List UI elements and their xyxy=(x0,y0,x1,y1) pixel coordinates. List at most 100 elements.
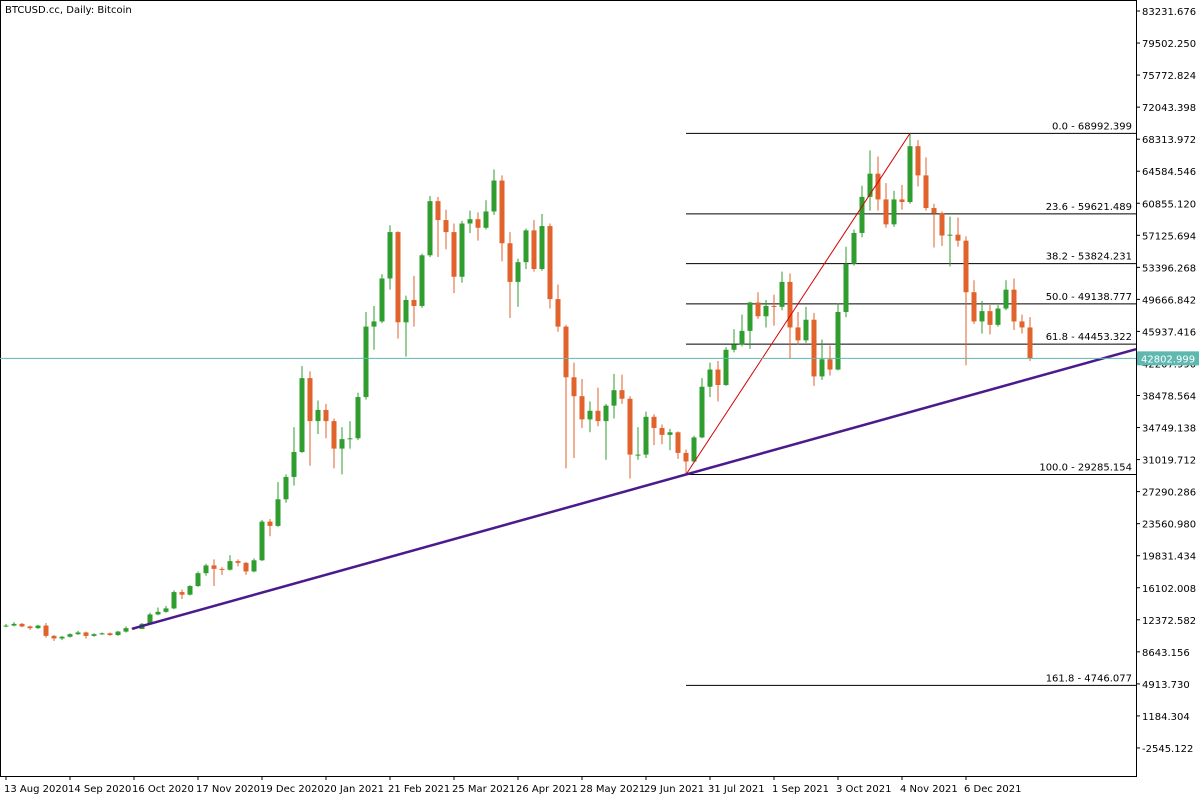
candle-body xyxy=(595,410,601,422)
candle-body xyxy=(243,562,249,572)
candle-body xyxy=(723,349,729,386)
candle-body xyxy=(747,302,753,331)
candle-body xyxy=(675,432,681,453)
candle-body xyxy=(251,560,257,572)
candle-body xyxy=(115,631,121,636)
candle-body xyxy=(531,230,537,270)
candle-body xyxy=(451,232,457,277)
candle-body xyxy=(883,199,889,225)
candle-body xyxy=(955,234,961,241)
x-tick-label: 19 Dec 2020 xyxy=(260,784,324,795)
candle-body xyxy=(11,623,17,626)
candle-body xyxy=(763,305,769,317)
candle-body xyxy=(515,262,521,282)
candle-body xyxy=(819,359,825,377)
candle-body xyxy=(1019,321,1025,328)
x-tick-label: 31 Jul 2021 xyxy=(708,784,765,795)
candle-body xyxy=(963,240,969,293)
x-tick-label: 20 Jan 2021 xyxy=(324,784,384,795)
candle-body xyxy=(331,421,337,449)
y-tick-label: 75772.824 xyxy=(1142,71,1196,82)
candle-body xyxy=(555,299,561,327)
candle-body xyxy=(499,180,505,244)
last-price-label: 42802.999 xyxy=(1141,354,1195,365)
candle-body xyxy=(571,377,577,397)
candle-body xyxy=(579,396,585,420)
candle-body xyxy=(739,330,745,345)
fib-label: 161.8 - 4746.077 xyxy=(1046,673,1132,684)
candle-body xyxy=(779,281,785,307)
candle-body xyxy=(683,452,689,462)
candle-body xyxy=(507,243,513,282)
candle-body xyxy=(275,499,281,526)
y-tick-label: 23560.980 xyxy=(1142,520,1196,531)
candle-body xyxy=(315,409,321,422)
candle-body xyxy=(851,232,857,264)
candle-body xyxy=(539,226,545,270)
candle-body xyxy=(299,378,305,453)
candle-body xyxy=(947,234,953,236)
candle-body xyxy=(195,573,201,587)
candle-body xyxy=(227,561,233,570)
candle-body xyxy=(923,175,929,209)
candle-body xyxy=(339,439,345,449)
candle-body xyxy=(651,416,657,428)
candle-body xyxy=(939,213,945,236)
candle-body xyxy=(771,305,777,307)
y-tick-label: 57125.694 xyxy=(1142,231,1196,242)
candle-body xyxy=(1011,289,1017,322)
candle-body xyxy=(219,568,225,570)
y-tick-label: 79502.250 xyxy=(1142,39,1196,50)
candle-body xyxy=(915,146,921,176)
candle-body xyxy=(907,146,913,203)
x-tick-label: 28 May 2021 xyxy=(580,784,645,795)
candle-body xyxy=(611,390,617,406)
y-tick-label: 38478.564 xyxy=(1142,392,1196,403)
candle-body xyxy=(323,409,329,422)
candle-body xyxy=(379,278,385,322)
candle-body xyxy=(107,633,113,636)
y-tick-label: 60855.120 xyxy=(1142,199,1196,210)
candle-body xyxy=(795,327,801,341)
candle-body xyxy=(259,521,265,561)
candle-body xyxy=(859,196,865,233)
fib-label: 23.6 - 59621.489 xyxy=(1046,202,1132,213)
candle-body xyxy=(355,397,361,439)
candle-body xyxy=(371,321,377,327)
fib-label: 50.0 - 49138.777 xyxy=(1046,292,1132,303)
candle-body xyxy=(155,611,161,615)
candle-body xyxy=(163,608,169,612)
candle-body xyxy=(635,454,641,456)
candle-body xyxy=(587,410,593,420)
x-tick-label: 21 Feb 2021 xyxy=(388,784,450,795)
candle-body xyxy=(435,201,441,221)
candle-body xyxy=(75,632,81,635)
candle-body xyxy=(187,586,193,595)
candle-body xyxy=(811,319,817,377)
y-tick-label: 53396.268 xyxy=(1142,263,1196,274)
x-tick-label: 3 Oct 2021 xyxy=(836,784,891,795)
swing-line xyxy=(685,133,911,475)
candle-body xyxy=(283,476,289,500)
candle-body xyxy=(123,628,129,632)
y-tick-label: 4913.730 xyxy=(1142,680,1190,691)
x-tick-label: 25 Mar 2021 xyxy=(452,784,515,795)
candle-body xyxy=(627,398,633,455)
candle-body xyxy=(171,592,177,609)
y-tick-label: 27290.286 xyxy=(1142,488,1196,499)
candle-body xyxy=(843,263,849,312)
candle-body xyxy=(211,565,217,569)
candle-body xyxy=(1027,327,1033,359)
y-tick-label: 45937.416 xyxy=(1142,327,1196,338)
candle-body xyxy=(971,292,977,322)
x-tick-label: 1 Sep 2021 xyxy=(772,784,829,795)
chart-title: BTCUSD.cc, Daily: Bitcoin xyxy=(5,5,132,16)
candle-body xyxy=(835,311,841,370)
x-tick-label: 26 Apr 2021 xyxy=(516,784,578,795)
candle-body xyxy=(987,311,993,325)
candle-body xyxy=(603,405,609,422)
candle-body xyxy=(691,437,697,462)
candle-body xyxy=(291,452,297,477)
candle-body xyxy=(731,344,737,350)
